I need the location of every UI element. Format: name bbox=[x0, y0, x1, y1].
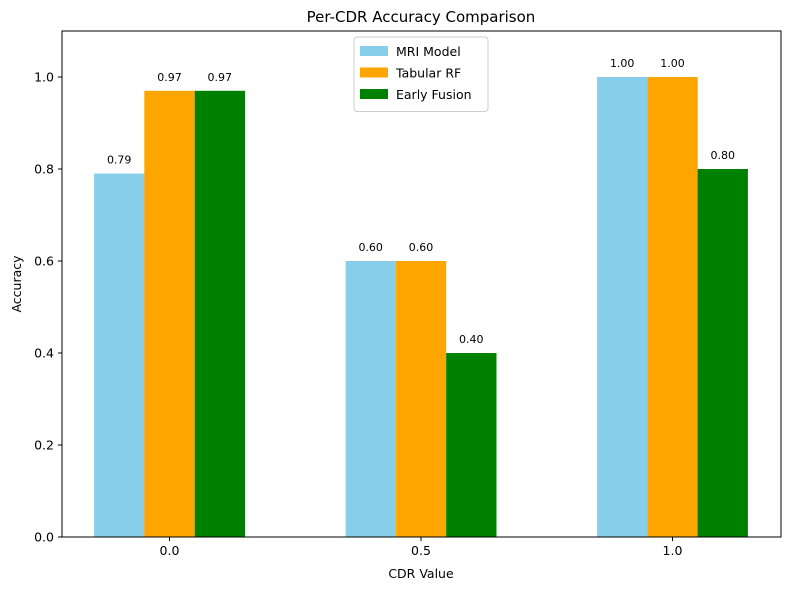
legend-swatch bbox=[360, 67, 388, 78]
data-label: 1.00 bbox=[660, 57, 685, 70]
data-label: 0.97 bbox=[208, 71, 233, 84]
data-label: 0.79 bbox=[107, 154, 132, 167]
bar-early-fusion-0.0 bbox=[194, 90, 245, 538]
bar-tabular-rf-1.0 bbox=[647, 77, 698, 537]
bar-early-fusion-1.0 bbox=[697, 169, 748, 537]
bar-mri-model-1.0 bbox=[597, 77, 648, 537]
y-tick-label: 0.0 bbox=[34, 530, 54, 545]
data-label: 0.97 bbox=[157, 71, 182, 84]
data-label: 0.80 bbox=[711, 149, 736, 162]
legend-swatch bbox=[360, 89, 388, 99]
y-tick-label: 0.6 bbox=[34, 254, 54, 269]
x-tick-label: 0.0 bbox=[160, 543, 180, 558]
bar-tabular-rf-0.5 bbox=[395, 261, 447, 537]
y-tick-label: 0.4 bbox=[34, 346, 54, 361]
bar-early-fusion-0.5 bbox=[446, 353, 497, 537]
legend-label: Tabular RF bbox=[395, 66, 461, 81]
legend-label: Early Fusion bbox=[396, 87, 472, 102]
x-axis-label: CDR Value bbox=[388, 566, 454, 581]
bar-mri-model-0.0 bbox=[94, 173, 145, 537]
data-label: 1.00 bbox=[610, 57, 635, 70]
bar-tabular-rf-0.0 bbox=[144, 90, 195, 538]
bars-group bbox=[94, 77, 748, 538]
bar-mri-model-0.5 bbox=[345, 261, 396, 537]
y-tick-label: 1.0 bbox=[34, 70, 54, 85]
x-axis: 0.0 0.5 1.0 bbox=[160, 537, 683, 558]
data-label: 0.60 bbox=[409, 241, 434, 254]
x-tick-label: 1.0 bbox=[663, 543, 683, 558]
data-label: 0.40 bbox=[459, 333, 484, 346]
legend: MRI Model Tabular RF Early Fusion bbox=[353, 36, 489, 112]
y-axis: 0.0 0.2 0.4 0.6 0.8 1.0 bbox=[34, 70, 62, 545]
y-tick-label: 0.2 bbox=[34, 438, 54, 453]
x-tick-label: 0.5 bbox=[411, 543, 431, 558]
legend-swatch bbox=[360, 46, 388, 56]
y-tick-label: 0.8 bbox=[34, 162, 54, 177]
y-axis-label: Accuracy bbox=[9, 255, 24, 313]
data-label: 0.60 bbox=[358, 241, 383, 254]
bar-labels-group: 0.79 0.60 1.00 0.97 0.60 1.00 0.97 0.40 0.80 bbox=[107, 57, 735, 346]
chart-title: Per-CDR Accuracy Comparison bbox=[307, 8, 536, 26]
legend-label: MRI Model bbox=[396, 44, 461, 59]
plot-frame bbox=[61, 30, 782, 538]
